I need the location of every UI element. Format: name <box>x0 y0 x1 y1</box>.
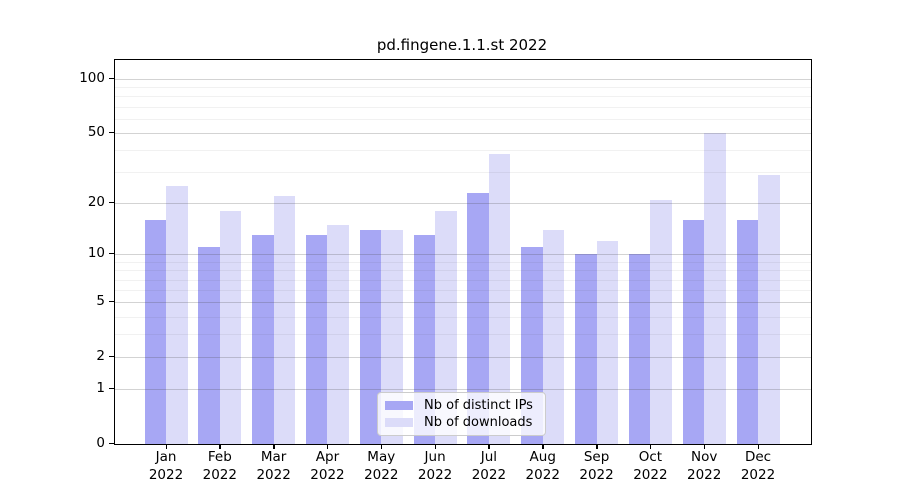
x-tick-label-sep: Sep 2022 <box>579 449 614 483</box>
bar-distinct-ips-may <box>359 229 382 444</box>
gridline-y-2 <box>115 357 811 359</box>
bar-downloads-dec <box>758 175 780 444</box>
gridline-y-70 <box>115 106 811 108</box>
x-tick-mark <box>326 444 329 449</box>
x-tick-label-aug: Aug 2022 <box>525 449 560 483</box>
y-tick-mark <box>109 77 114 79</box>
bar-downloads-mar <box>273 196 296 444</box>
gridline-y-1 <box>115 389 811 391</box>
x-tick-mark <box>542 444 544 449</box>
legend-item-downloads: Nb of downloads <box>385 414 538 431</box>
x-tick-mark <box>488 444 490 449</box>
gridline-y-90 <box>115 87 811 89</box>
x-tick-label-oct: Oct 2022 <box>633 449 668 483</box>
x-tick-mark <box>703 444 706 449</box>
x-tick-label-nov: Nov 2022 <box>687 449 722 483</box>
x-tick-mark <box>273 444 275 449</box>
x-tick-label-mar: Mar 2022 <box>256 449 291 483</box>
gridline-y-50 <box>115 133 811 135</box>
bar-downloads-aug <box>542 229 565 444</box>
x-tick-mark <box>165 444 167 449</box>
bar-downloads-oct <box>650 199 672 444</box>
y-tick-mark <box>109 131 114 134</box>
x-tick-mark <box>757 444 760 449</box>
legend-label-distinct-ips: Nb of distinct IPs <box>424 398 533 413</box>
y-tick-mark <box>109 387 114 390</box>
x-tick-label-feb: Feb 2022 <box>202 449 237 483</box>
legend-label-downloads: Nb of downloads <box>424 415 533 430</box>
x-tick-label-jan: Jan 2022 <box>148 449 184 483</box>
x-tick-label-jun: Jun 2022 <box>417 449 453 483</box>
legend-swatch-distinct-ips <box>385 401 413 410</box>
gridline-y-100 <box>115 79 811 80</box>
gridline-y-9 <box>115 261 811 263</box>
bar-distinct-ips-dec <box>736 219 759 444</box>
x-tick-label-apr: Apr 2022 <box>310 449 345 483</box>
y-tick-label-5: 5 <box>96 293 105 310</box>
gridline-y-4 <box>115 316 811 318</box>
y-tick-mark <box>109 442 114 444</box>
bar-distinct-ips-sep <box>575 254 597 444</box>
bar-distinct-ips-apr <box>305 235 328 444</box>
x-tick-mark <box>434 444 437 449</box>
x-tick-label-jul: Jul 2022 <box>471 449 507 483</box>
legend: Nb of distinct IPs Nb of downloads <box>377 392 546 436</box>
gridline-y-3 <box>115 334 811 336</box>
gridline-y-60 <box>115 118 811 120</box>
gridline-y-7 <box>115 279 811 281</box>
bar-downloads-jan <box>166 186 188 444</box>
bar-distinct-ips-jun <box>413 235 436 444</box>
x-tick-mark <box>219 444 221 449</box>
x-tick-mark <box>596 444 598 449</box>
bar-downloads-feb <box>219 211 242 444</box>
bar-distinct-ips-nov <box>682 219 705 444</box>
bar-downloads-jul <box>488 154 511 444</box>
y-tick-mark <box>109 300 114 303</box>
bar-distinct-ips-feb <box>198 247 220 444</box>
y-tick-mark <box>109 355 114 358</box>
y-tick-label-10: 10 <box>87 245 105 262</box>
gridline-y-6 <box>115 290 811 292</box>
bar-downloads-sep <box>596 241 619 444</box>
chart-title: pd.fingene.1.1.st 2022 <box>376 36 548 54</box>
gridline-y-40 <box>115 150 811 152</box>
bar-downloads-jun <box>435 211 457 444</box>
bar-distinct-ips-oct <box>628 254 651 444</box>
legend-swatch-downloads <box>385 418 413 427</box>
y-tick-label-100: 100 <box>79 70 105 86</box>
gridline-y-5 <box>115 302 811 304</box>
y-tick-label-50: 50 <box>87 124 105 141</box>
x-tick-mark <box>380 444 383 449</box>
y-tick-mark <box>109 252 114 255</box>
gridline-y-80 <box>115 96 811 98</box>
bar-downloads-apr <box>327 224 349 444</box>
bar-distinct-ips-jan <box>144 219 166 444</box>
gridline-y-8 <box>115 270 811 272</box>
y-tick-label-0: 0 <box>96 435 105 451</box>
bar-distinct-ips-jul <box>467 192 489 444</box>
gridline-y-20 <box>115 203 811 205</box>
y-tick-mark <box>109 201 114 204</box>
gridline-y-30 <box>115 172 811 174</box>
y-tick-label-2: 2 <box>96 348 105 365</box>
gridline-y-10 <box>115 254 811 256</box>
bar-downloads-may <box>381 229 403 444</box>
x-tick-label-dec: Dec 2022 <box>740 449 776 483</box>
plot-area <box>114 59 812 445</box>
x-tick-mark <box>649 444 652 449</box>
legend-item-distinct-ips: Nb of distinct IPs <box>385 397 538 414</box>
x-tick-label-may: May 2022 <box>364 449 399 483</box>
y-tick-label-1: 1 <box>96 380 105 397</box>
y-tick-label-20: 20 <box>87 194 105 211</box>
bar-downloads-nov <box>704 133 726 444</box>
bar-distinct-ips-mar <box>252 235 274 444</box>
